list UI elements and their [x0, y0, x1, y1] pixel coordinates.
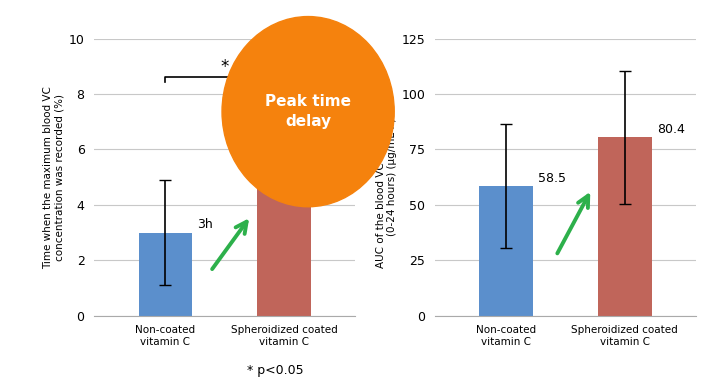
Text: *: * [220, 58, 229, 76]
Bar [138, 233, 192, 316]
Text: 58.5: 58.5 [538, 172, 566, 184]
Text: 80.4: 80.4 [657, 123, 684, 136]
Bar [257, 149, 311, 316]
Text: 3h: 3h [197, 218, 213, 231]
Y-axis label: Time when the maximum blood VC
concentration was recorded (%): Time when the maximum blood VC concentra… [43, 86, 65, 269]
Text: 6h: 6h [316, 135, 332, 148]
Text: Peak time
delay: Peak time delay [265, 94, 351, 129]
Text: * p<0.05: * p<0.05 [247, 364, 304, 377]
Bar [479, 186, 533, 316]
Y-axis label: AUC of the blood VC concentration
(0-24 hours) (μg/mL·h): AUC of the blood VC concentration (0-24 … [376, 86, 397, 268]
Bar [598, 137, 652, 316]
Ellipse shape [222, 17, 394, 207]
